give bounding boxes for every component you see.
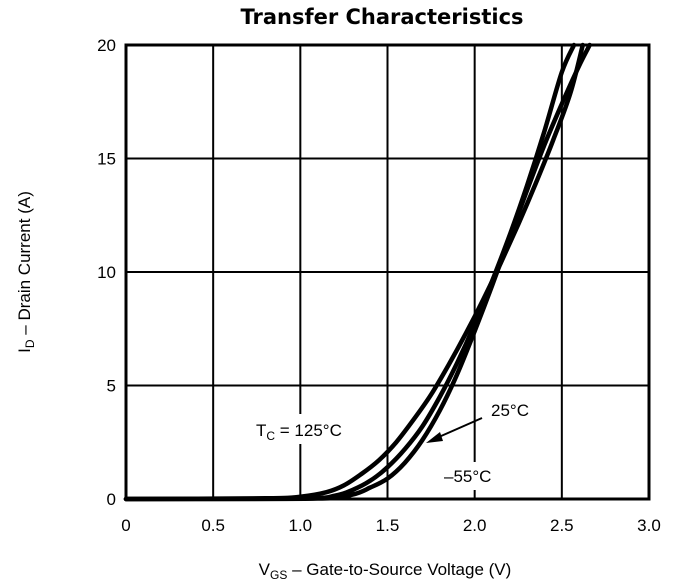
annotation-tc-rest: = 125°C xyxy=(275,421,342,440)
x-tick-label: 2.0 xyxy=(463,516,487,535)
x-tick-label: 0 xyxy=(121,516,130,535)
y-tick-label: 5 xyxy=(107,377,116,396)
annotation-25c-arrow-head xyxy=(426,432,443,443)
series-line-125c xyxy=(123,42,586,502)
chart-title: Transfer Characteristics xyxy=(240,5,523,29)
annotation-tc-sub: C xyxy=(266,429,275,443)
x-tick-label: 1.0 xyxy=(289,516,313,535)
x-tick-label: 1.5 xyxy=(376,516,400,535)
annotation-25c-label: 25°C xyxy=(491,401,529,420)
x-tick-label: 3.0 xyxy=(637,516,661,535)
y-tick-label: 10 xyxy=(97,263,116,282)
annotation-minus55c-label: –55°C xyxy=(444,467,491,486)
x-tick-label: 2.5 xyxy=(550,516,574,535)
annotation-tc-125: TC = 125°C xyxy=(250,414,370,444)
svg-text:TC = 125°C: TC = 125°C xyxy=(256,421,342,443)
y-tick-label: 15 xyxy=(97,150,116,169)
y-tick-label: 0 xyxy=(107,490,116,509)
series-line-55c xyxy=(123,42,592,502)
y-axis-label: ID – Drain Current (A) xyxy=(15,191,37,353)
x-tick-label: 0.5 xyxy=(201,516,225,535)
x-axis-label-rest: – Gate-to-Source Voltage (V) xyxy=(287,560,511,579)
plot-frame xyxy=(124,43,651,501)
grid xyxy=(125,44,650,500)
annotation-25c: 25°C xyxy=(426,396,549,443)
x-axis-label: VGS – Gate-to-Source Voltage (V) xyxy=(259,560,512,582)
x-axis-label-sub: GS xyxy=(270,568,287,582)
y-axis-label-sub: D xyxy=(23,339,37,348)
y-axis-label-rest: – Drain Current (A) xyxy=(15,191,34,339)
y-axis-label-main: I xyxy=(15,348,34,353)
x-tick-labels: 0 0.5 1.0 1.5 2.0 2.5 3.0 xyxy=(121,516,661,535)
y-tick-labels: 0 5 10 15 20 xyxy=(97,36,116,509)
annotation-tc-main: T xyxy=(256,421,266,440)
curves xyxy=(123,42,592,502)
x-axis-label-main: V xyxy=(259,560,271,579)
annotation-minus55c: –55°C xyxy=(438,462,516,490)
y-tick-label: 20 xyxy=(97,36,116,55)
